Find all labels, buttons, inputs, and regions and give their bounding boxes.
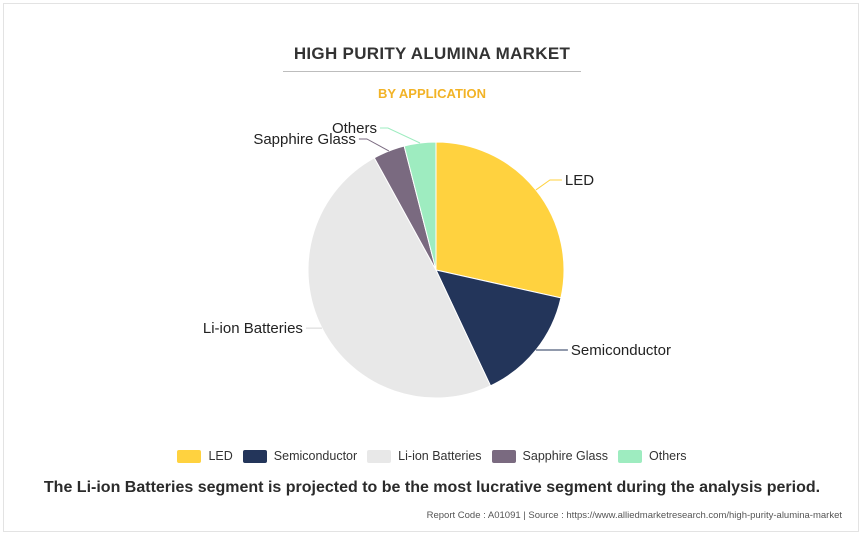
leader-line-led	[535, 179, 562, 191]
chart-title: HIGH PURITY ALUMINA MARKET	[293, 44, 571, 63]
slice-label-led: LED	[565, 172, 594, 189]
chart-headline: The Li-ion Batteries segment is projecte…	[43, 479, 821, 496]
legend-swatch	[177, 449, 202, 463]
legend-swatch	[618, 449, 643, 463]
leader-line-sapphire-glass	[358, 138, 390, 152]
legend-label: Semiconductor	[273, 449, 358, 463]
legend-item-semiconductor: Semiconductor	[242, 449, 358, 463]
legend-item-li-ion-batteries: Li-ion Batteries	[367, 449, 482, 463]
slice-label-sapphire-glass: Sapphire Glass	[253, 131, 356, 148]
title-divider	[283, 71, 581, 72]
chart-legend: LED Semiconductor Li-ion Batteries Sapphire…	[0, 449, 864, 463]
legend-label: Li-ion Batteries	[398, 449, 482, 463]
legend-swatch	[242, 449, 267, 463]
legend-item-led: LED	[177, 449, 233, 463]
slice-label-li-ion-batteries: Li-ion Batteries	[203, 320, 303, 337]
legend-label: Others	[649, 449, 687, 463]
pie-slice-led	[435, 141, 565, 299]
legend-label: Sapphire Glass	[522, 449, 609, 463]
source-note: Report Code : A01091 | Source : https://…	[426, 510, 842, 521]
leader-line-others	[379, 127, 421, 144]
slice-label-semiconductor: Semiconductor	[571, 342, 671, 359]
pie-slice-li-ion-batteries	[307, 157, 492, 399]
chart-subtitle: BY APPLICATION	[377, 86, 487, 101]
legend-item-others: Others	[618, 449, 687, 463]
legend-label: LED	[208, 449, 233, 463]
legend-item-sapphire-glass: Sapphire Glass	[491, 449, 609, 463]
slice-label-others: Others	[332, 120, 377, 137]
legend-swatch	[367, 449, 392, 463]
pie-slice-semiconductor	[435, 269, 562, 387]
pie-chart: LED Semiconductor Li-ion Batteries Sapphire…	[203, 120, 671, 399]
legend-swatch	[491, 449, 516, 463]
pie-slice-others	[403, 141, 437, 271]
